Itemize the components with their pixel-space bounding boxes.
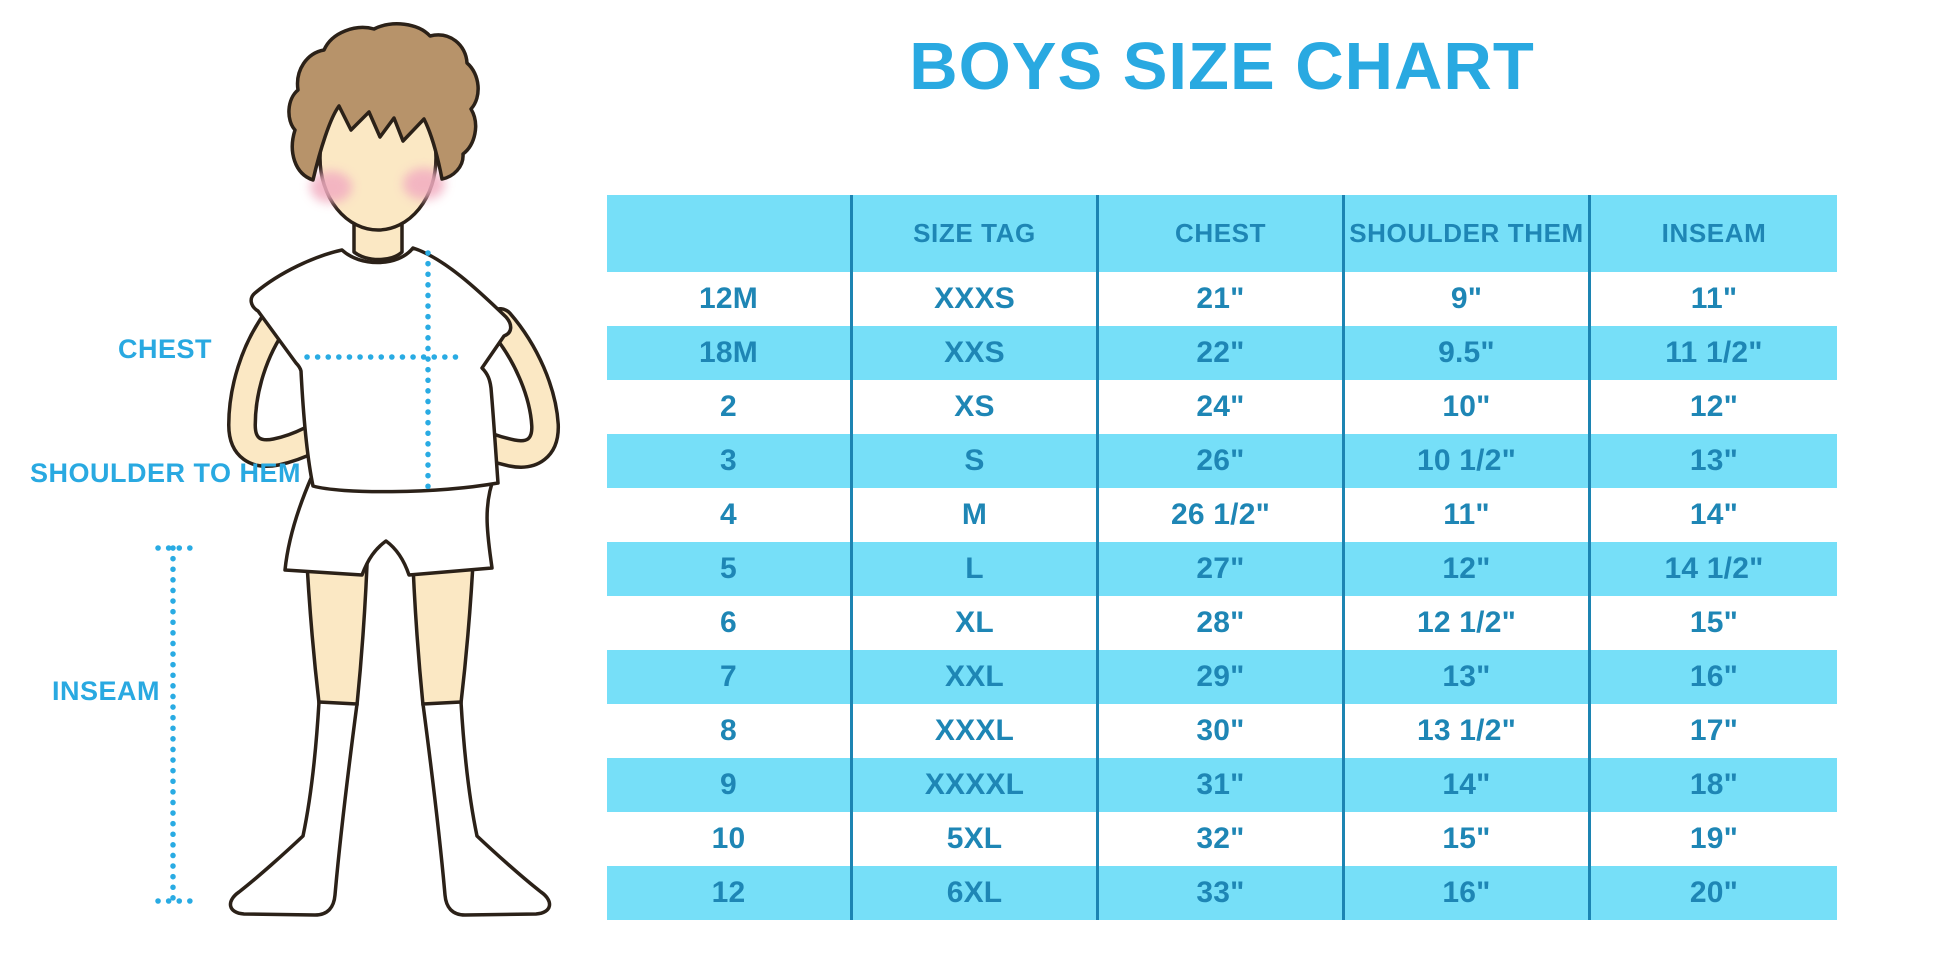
row-size-cell: 8	[607, 704, 853, 758]
column-header: SHOULDER THEM	[1345, 195, 1591, 272]
table-row: 5 L 27" 12" 14 1/2"	[607, 542, 1837, 596]
table-cell: 29"	[1099, 650, 1345, 704]
table-cell: XXS	[853, 326, 1099, 380]
row-size-cell: 9	[607, 758, 853, 812]
table-cell: 15"	[1345, 812, 1591, 866]
table-row: 6 XL 28" 12 1/2" 15"	[607, 596, 1837, 650]
table-body: 12M XXXS 21" 9" 11" 18M XXS 22" 9.5" 11 1/2" 2 XS 24…	[607, 272, 1837, 920]
table-header-row: SIZE TAG CHEST SHOULDER THEM INSEAM	[607, 195, 1837, 272]
table-cell: 10"	[1345, 380, 1591, 434]
table-row: 10 5XL 32" 15" 19"	[607, 812, 1837, 866]
table-cell: 11"	[1690, 282, 1738, 315]
table-cell: 6XL	[853, 866, 1099, 920]
row-size-cell: 2	[607, 380, 853, 434]
column-header: CHEST	[1099, 195, 1345, 272]
table-cell: 22"	[1099, 326, 1345, 380]
table-cell: 26"	[1099, 434, 1345, 488]
table-cell: 21"	[1099, 272, 1345, 326]
table-cell: 5XL	[853, 812, 1099, 866]
table-cell: 13"	[1689, 444, 1739, 477]
table-row: 4 M 26 1/2" 11" 14"	[607, 488, 1837, 542]
shoulder-to-hem-label: SHOULDER TO HEM	[30, 458, 302, 488]
page-title: BOYS SIZE CHART	[909, 29, 1535, 104]
table-cell: S	[853, 434, 1099, 488]
table-cell: 30"	[1099, 704, 1345, 758]
table-cell: L	[853, 542, 1099, 596]
table-cell: 12"	[1345, 542, 1591, 596]
table-row: 12M XXXS 21" 9" 11"	[607, 272, 1837, 326]
measurement-figure: CHEST SHOULDER TO HEM INSEAM	[0, 0, 640, 973]
table-cell: 19"	[1689, 822, 1739, 855]
boy-left-sock	[228, 700, 359, 917]
table-cell: 18"	[1689, 768, 1739, 801]
table-row: 8 XXXL 30" 13 1/2" 17"	[607, 704, 1837, 758]
table-cell: XXXL	[853, 704, 1099, 758]
table-cell: 16"	[1345, 866, 1591, 920]
boy-shorts	[283, 473, 497, 577]
column-header	[607, 195, 853, 272]
table-cell: 14"	[1345, 758, 1591, 812]
table-cell: 9.5"	[1345, 326, 1591, 380]
table-row: 2 XS 24" 10" 12"	[607, 380, 1837, 434]
column-header: INSEAM	[1661, 218, 1767, 248]
chest-label: CHEST	[118, 334, 213, 364]
column-header: SIZE TAG	[853, 195, 1099, 272]
boy-hair	[287, 22, 480, 182]
table-cell: 12"	[1689, 390, 1739, 423]
row-size-cell: 12M	[607, 272, 853, 326]
table-cell: 14 1/2"	[1664, 552, 1764, 585]
row-size-cell: 5	[607, 542, 853, 596]
table-row: 18M XXS 22" 9.5" 11 1/2"	[607, 326, 1837, 380]
table-cell: 20"	[1689, 876, 1739, 909]
table-cell: 14"	[1689, 498, 1739, 531]
row-size-cell: 18M	[607, 326, 853, 380]
table-row: 7 XXL 29" 13" 16"	[607, 650, 1837, 704]
table-row: 9 XXXXL 31" 14" 18"	[607, 758, 1837, 812]
table-cell: M	[853, 488, 1099, 542]
size-table: SIZE TAG CHEST SHOULDER THEM INSEAM 12M XXXS…	[607, 195, 1837, 920]
inseam-label: INSEAM	[52, 676, 161, 706]
row-size-cell: 4	[607, 488, 853, 542]
table-cell: XXL	[853, 650, 1099, 704]
boy-cheeks	[310, 168, 445, 203]
table-cell: XS	[853, 380, 1099, 434]
row-size-cell: 10	[607, 812, 853, 866]
table-cell: XL	[853, 596, 1099, 650]
table-cell: 32"	[1099, 812, 1345, 866]
table-cell: 28"	[1099, 596, 1345, 650]
row-size-cell: 7	[607, 650, 853, 704]
table-row: 3 S 26" 10 1/2" 13"	[607, 434, 1837, 488]
table-cell: XXXS	[853, 272, 1099, 326]
table-cell: 15"	[1689, 606, 1739, 639]
boy-illustration-graphic	[155, 22, 560, 917]
table-cell: XXXXL	[853, 758, 1099, 812]
table-cell: 12 1/2"	[1345, 596, 1591, 650]
table-cell: 27"	[1099, 542, 1345, 596]
row-size-cell: 6	[607, 596, 853, 650]
table-cell: 31"	[1099, 758, 1345, 812]
table-cell: 10 1/2"	[1345, 434, 1591, 488]
table-cell: 33"	[1099, 866, 1345, 920]
table-cell: 13"	[1345, 650, 1591, 704]
table-cell: 9"	[1345, 272, 1591, 326]
table-cell: 24"	[1099, 380, 1345, 434]
table-cell: 26 1/2"	[1099, 488, 1345, 542]
table-cell: 16"	[1689, 660, 1739, 693]
table-cell: 11 1/2"	[1665, 336, 1763, 369]
table-cell: 17"	[1689, 714, 1739, 747]
table-cell: 13 1/2"	[1345, 704, 1591, 758]
row-size-cell: 12	[607, 866, 853, 920]
table-cell: 11"	[1345, 488, 1591, 542]
row-size-cell: 3	[607, 434, 853, 488]
boy-tshirt	[249, 246, 513, 494]
table-row: 12 6XL 33" 16" 20"	[607, 866, 1837, 920]
boy-right-sock	[421, 700, 552, 917]
